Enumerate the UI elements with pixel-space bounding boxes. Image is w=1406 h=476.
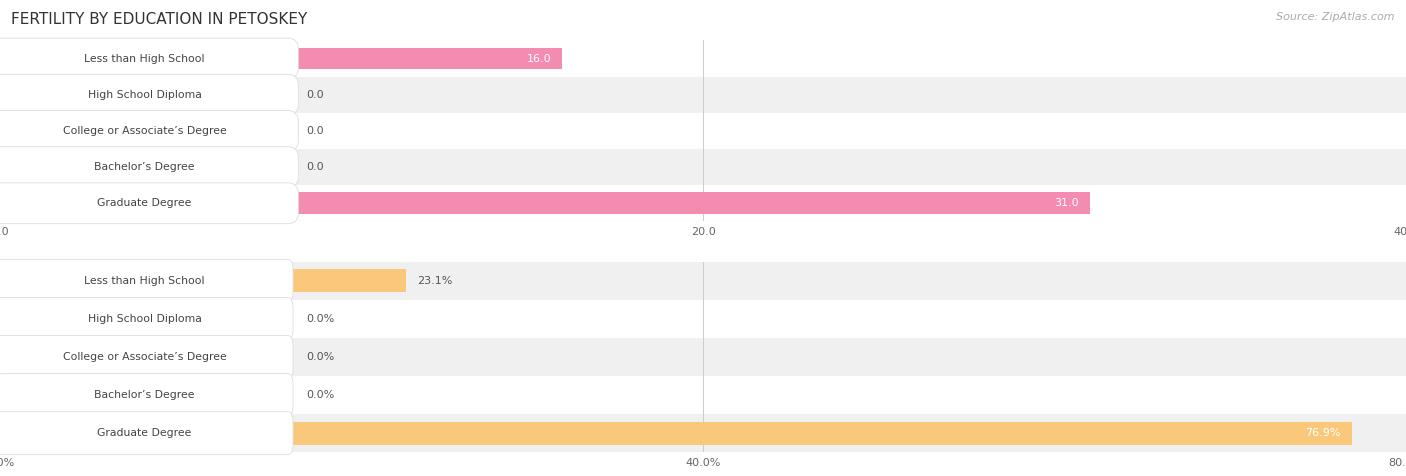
Text: Less than High School: Less than High School xyxy=(84,53,205,64)
Text: College or Associate’s Degree: College or Associate’s Degree xyxy=(63,126,226,136)
Text: High School Diploma: High School Diploma xyxy=(87,314,201,324)
Bar xyxy=(0,414,1406,452)
Text: 31.0: 31.0 xyxy=(1053,198,1078,208)
Text: Graduate Degree: Graduate Degree xyxy=(97,428,191,438)
Text: 0.0: 0.0 xyxy=(307,126,325,136)
Text: 0.0%: 0.0% xyxy=(307,314,335,324)
Text: 0.0: 0.0 xyxy=(307,89,325,100)
FancyBboxPatch shape xyxy=(0,412,292,455)
Bar xyxy=(0,269,406,292)
Bar xyxy=(0,185,1406,221)
FancyBboxPatch shape xyxy=(0,74,298,115)
Bar xyxy=(0,192,1090,214)
Text: 76.9%: 76.9% xyxy=(1305,428,1340,438)
FancyBboxPatch shape xyxy=(0,183,298,224)
Bar xyxy=(0,40,1406,77)
Bar xyxy=(0,149,1406,185)
FancyBboxPatch shape xyxy=(0,298,292,340)
Bar xyxy=(0,376,1406,414)
Bar xyxy=(0,113,1406,149)
FancyBboxPatch shape xyxy=(0,38,298,79)
FancyBboxPatch shape xyxy=(0,147,298,188)
Text: Bachelor’s Degree: Bachelor’s Degree xyxy=(94,390,195,400)
Text: 0.0%: 0.0% xyxy=(307,352,335,362)
Text: 0.0: 0.0 xyxy=(307,162,325,172)
Bar xyxy=(0,300,1406,338)
Text: Bachelor’s Degree: Bachelor’s Degree xyxy=(94,162,195,172)
Bar xyxy=(0,262,1406,300)
Text: High School Diploma: High School Diploma xyxy=(87,89,201,100)
Bar xyxy=(0,422,1351,445)
Bar xyxy=(0,77,1406,113)
Bar xyxy=(0,338,1406,376)
Text: College or Associate’s Degree: College or Associate’s Degree xyxy=(63,352,226,362)
Text: Graduate Degree: Graduate Degree xyxy=(97,198,191,208)
Bar xyxy=(0,48,562,69)
Text: 23.1%: 23.1% xyxy=(418,276,453,286)
FancyBboxPatch shape xyxy=(0,110,298,151)
Text: FERTILITY BY EDUCATION IN PETOSKEY: FERTILITY BY EDUCATION IN PETOSKEY xyxy=(11,12,308,27)
Text: Less than High School: Less than High School xyxy=(84,276,205,286)
Text: Source: ZipAtlas.com: Source: ZipAtlas.com xyxy=(1277,12,1395,22)
Text: 0.0%: 0.0% xyxy=(307,390,335,400)
FancyBboxPatch shape xyxy=(0,374,292,416)
FancyBboxPatch shape xyxy=(0,259,292,302)
Text: 16.0: 16.0 xyxy=(526,53,551,64)
FancyBboxPatch shape xyxy=(0,336,292,378)
